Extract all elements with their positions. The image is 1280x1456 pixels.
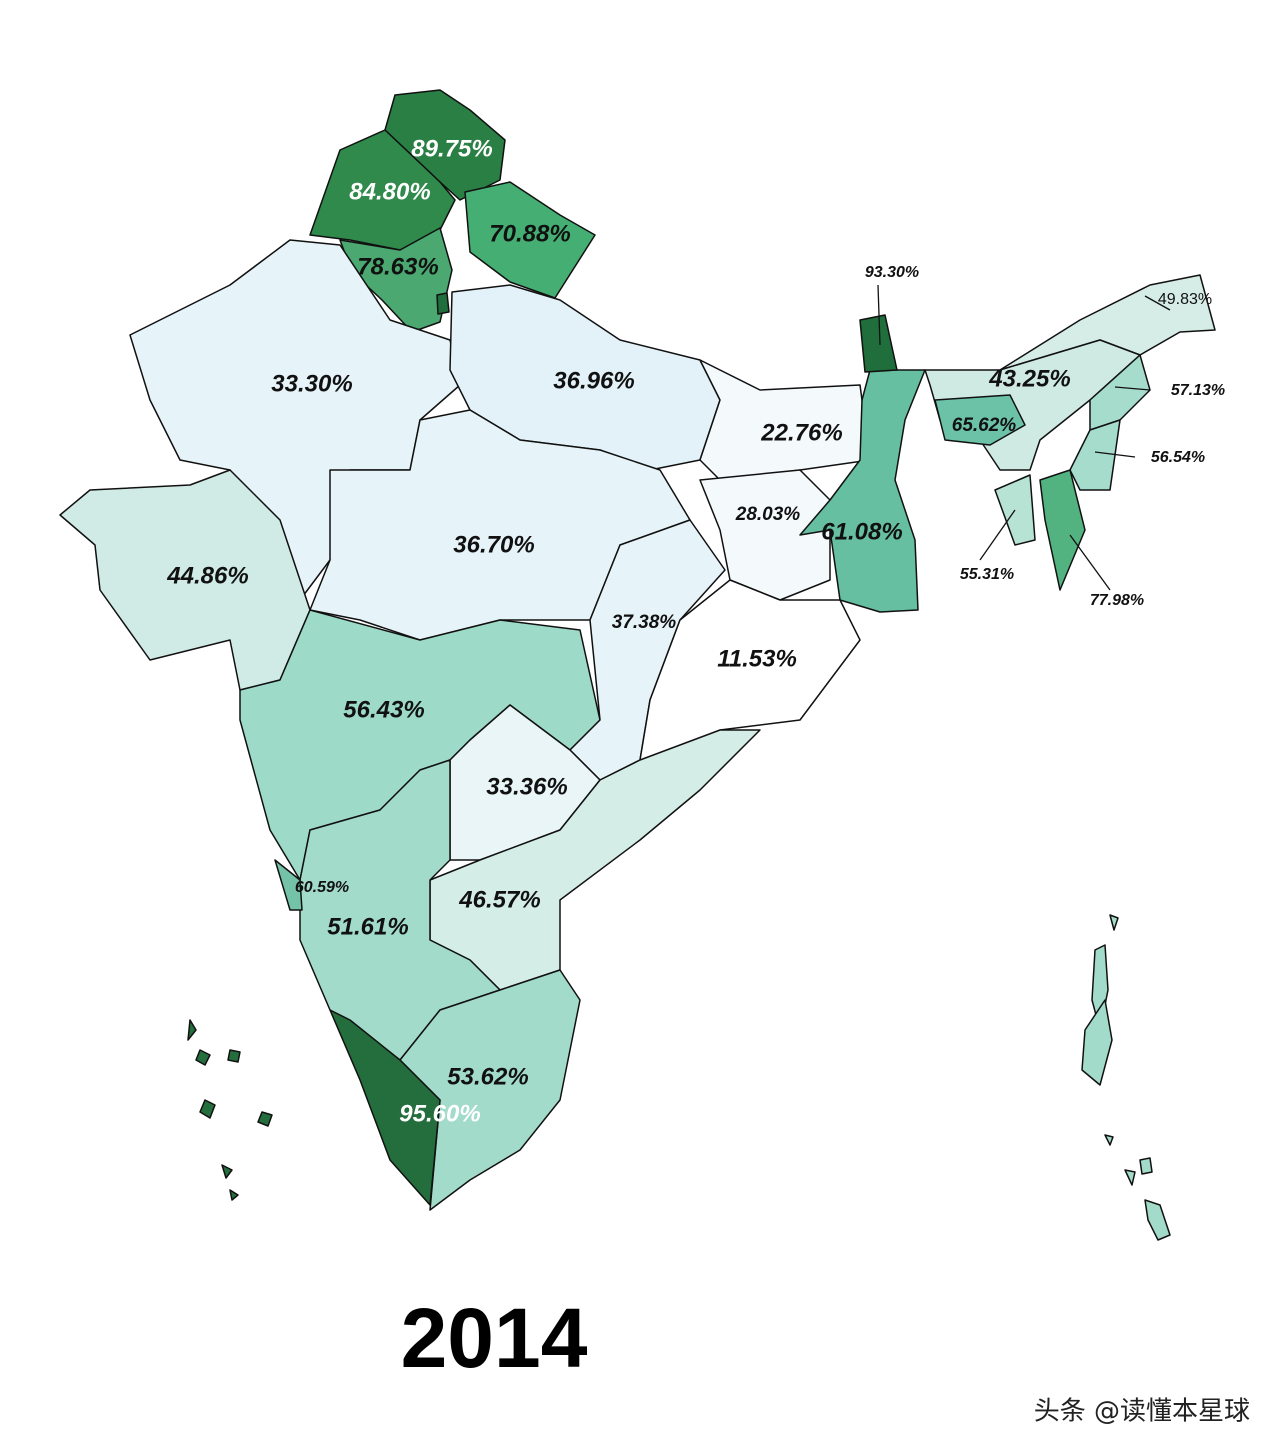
state-label: 95.60% (399, 1100, 480, 1127)
region-uttarakhand (464, 181, 596, 299)
state-label: 44.86% (166, 562, 248, 589)
state-label: 77.98% (1090, 592, 1144, 609)
state-label: 43.25% (988, 365, 1070, 392)
region-kerala (329, 1009, 441, 1206)
state-label: 33.36% (486, 773, 567, 800)
state-label: 55.31% (960, 566, 1014, 583)
region-nagaland (1089, 354, 1151, 431)
island (195, 1049, 211, 1066)
state-label: 78.63% (357, 253, 438, 280)
island (187, 1019, 197, 1041)
labels: 89.75% 84.80% 70.88% 78.63% 33.30% 36.96… (166, 135, 1225, 1127)
state-label: 36.96% (553, 367, 634, 394)
island (229, 1189, 239, 1201)
region-meghalaya (934, 394, 1026, 446)
state-label: 33.30% (271, 370, 352, 397)
island (1081, 999, 1113, 1086)
region-mizoram (1039, 469, 1086, 591)
leader-line (979, 509, 1016, 561)
state-label: 37.38% (612, 612, 677, 633)
state-label: 11.53% (717, 645, 797, 672)
leader-line (1094, 451, 1136, 458)
state-label: 28.03% (735, 504, 801, 525)
region-manipur (1069, 419, 1121, 491)
island (1109, 914, 1119, 931)
region-jk (309, 129, 456, 251)
state-label: 89.75% (411, 135, 492, 162)
state-label: 51.61% (327, 913, 408, 940)
leader-line (877, 284, 881, 346)
state-label: 22.76% (760, 419, 842, 446)
leader-line (1069, 534, 1111, 591)
island (1124, 1169, 1136, 1186)
region-sikkim (859, 314, 898, 373)
state-label: 46.57% (458, 886, 540, 913)
state-label: 49.83% (1158, 291, 1212, 308)
region-jharkhand (699, 469, 831, 601)
state-label: 53.62% (447, 1063, 528, 1090)
island (257, 1111, 273, 1127)
state-label: 36.70% (453, 531, 534, 558)
year-title: 2014 (401, 1291, 588, 1385)
state-label: 61.08% (821, 518, 902, 545)
island (227, 1049, 241, 1063)
leader-line (1114, 386, 1151, 391)
island (221, 1164, 233, 1179)
leader-line (1144, 295, 1171, 311)
region-ladakh (384, 89, 506, 201)
island (199, 1099, 216, 1119)
leader-lines (877, 284, 1171, 591)
state-label: 70.88% (489, 220, 570, 247)
states (59, 89, 1216, 1211)
island (1104, 1134, 1114, 1146)
state-label: 60.59% (295, 879, 349, 896)
state-label: 84.80% (349, 178, 430, 205)
island (1144, 1199, 1171, 1241)
watermark: 头条 @读懂本星球 (1034, 1397, 1250, 1427)
region-delhi (436, 292, 450, 315)
region-westbengal (799, 369, 926, 613)
state-label: 56.54% (1151, 449, 1205, 466)
state-label: 57.13% (1171, 382, 1225, 399)
islands (187, 914, 1171, 1241)
island (1139, 1157, 1153, 1175)
state-label: 56.43% (343, 696, 424, 723)
state-label: 93.30% (865, 264, 919, 281)
region-goa (274, 859, 303, 911)
state-label: 65.62% (952, 415, 1017, 436)
